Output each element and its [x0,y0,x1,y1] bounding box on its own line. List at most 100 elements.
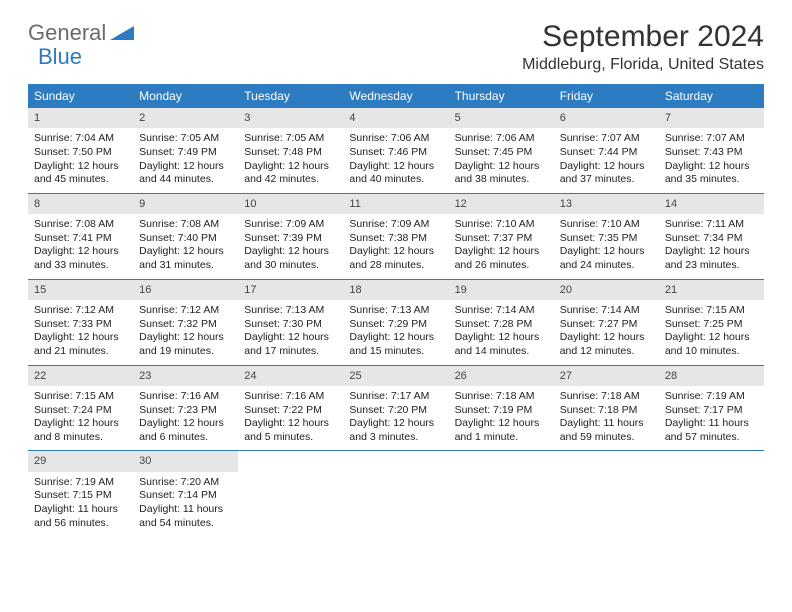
day-line-d1: Daylight: 12 hours [349,417,442,431]
day-cell: 2Sunrise: 7:05 AMSunset: 7:49 PMDaylight… [133,108,238,193]
day-number: 22 [28,366,133,386]
day-cell [449,451,554,536]
day-line-d2: and 37 minutes. [560,173,653,187]
day-line-ss: Sunset: 7:45 PM [455,146,548,160]
day-cell: 30Sunrise: 7:20 AMSunset: 7:14 PMDayligh… [133,451,238,536]
day-line-ss: Sunset: 7:32 PM [139,318,232,332]
day-line-ss: Sunset: 7:18 PM [560,404,653,418]
weeks-container: 1Sunrise: 7:04 AMSunset: 7:50 PMDaylight… [28,108,764,536]
day-cell: 17Sunrise: 7:13 AMSunset: 7:30 PMDayligh… [238,280,343,365]
day-line-sr: Sunrise: 7:11 AM [665,218,758,232]
day-cell: 12Sunrise: 7:10 AMSunset: 7:37 PMDayligh… [449,194,554,279]
day-line-sr: Sunrise: 7:09 AM [349,218,442,232]
day-line-d1: Daylight: 12 hours [455,417,548,431]
day-line-d2: and 10 minutes. [665,345,758,359]
day-line-ss: Sunset: 7:41 PM [34,232,127,246]
day-body: Sunrise: 7:10 AMSunset: 7:35 PMDaylight:… [554,214,659,279]
day-header: Thursday [449,84,554,108]
day-line-d2: and 23 minutes. [665,259,758,273]
day-line-d1: Daylight: 12 hours [349,331,442,345]
day-line-sr: Sunrise: 7:08 AM [139,218,232,232]
day-line-sr: Sunrise: 7:12 AM [34,304,127,318]
day-line-d2: and 3 minutes. [349,431,442,445]
day-number: 27 [554,366,659,386]
day-body: Sunrise: 7:12 AMSunset: 7:33 PMDaylight:… [28,300,133,365]
day-body: Sunrise: 7:06 AMSunset: 7:46 PMDaylight:… [343,128,448,193]
day-body: Sunrise: 7:13 AMSunset: 7:30 PMDaylight:… [238,300,343,365]
day-line-d1: Daylight: 12 hours [34,331,127,345]
day-body: Sunrise: 7:05 AMSunset: 7:49 PMDaylight:… [133,128,238,193]
day-body: Sunrise: 7:16 AMSunset: 7:22 PMDaylight:… [238,386,343,451]
day-line-sr: Sunrise: 7:04 AM [34,132,127,146]
day-line-d1: Daylight: 12 hours [455,160,548,174]
day-cell: 20Sunrise: 7:14 AMSunset: 7:27 PMDayligh… [554,280,659,365]
day-line-ss: Sunset: 7:39 PM [244,232,337,246]
day-line-d1: Daylight: 11 hours [34,503,127,517]
day-number: 19 [449,280,554,300]
day-line-sr: Sunrise: 7:16 AM [244,390,337,404]
day-header: Saturday [659,84,764,108]
day-body: Sunrise: 7:19 AMSunset: 7:17 PMDaylight:… [659,386,764,451]
day-number: 15 [28,280,133,300]
day-line-ss: Sunset: 7:48 PM [244,146,337,160]
day-line-sr: Sunrise: 7:05 AM [244,132,337,146]
day-line-d2: and 1 minute. [455,431,548,445]
day-line-sr: Sunrise: 7:10 AM [560,218,653,232]
day-body: Sunrise: 7:12 AMSunset: 7:32 PMDaylight:… [133,300,238,365]
week-row: 29Sunrise: 7:19 AMSunset: 7:15 PMDayligh… [28,451,764,536]
day-cell: 28Sunrise: 7:19 AMSunset: 7:17 PMDayligh… [659,366,764,451]
day-line-d2: and 57 minutes. [665,431,758,445]
day-line-d2: and 38 minutes. [455,173,548,187]
day-line-d2: and 35 minutes. [665,173,758,187]
day-body: Sunrise: 7:08 AMSunset: 7:40 PMDaylight:… [133,214,238,279]
day-line-d2: and 45 minutes. [34,173,127,187]
day-line-ss: Sunset: 7:19 PM [455,404,548,418]
day-body: Sunrise: 7:07 AMSunset: 7:44 PMDaylight:… [554,128,659,193]
day-line-d2: and 21 minutes. [34,345,127,359]
day-line-d1: Daylight: 12 hours [560,160,653,174]
day-line-d1: Daylight: 12 hours [34,417,127,431]
day-line-d1: Daylight: 12 hours [139,331,232,345]
day-body: Sunrise: 7:17 AMSunset: 7:20 PMDaylight:… [343,386,448,451]
day-cell [343,451,448,536]
day-line-d1: Daylight: 11 hours [560,417,653,431]
day-header: Tuesday [238,84,343,108]
day-line-sr: Sunrise: 7:09 AM [244,218,337,232]
day-cell: 22Sunrise: 7:15 AMSunset: 7:24 PMDayligh… [28,366,133,451]
day-line-d2: and 14 minutes. [455,345,548,359]
day-line-ss: Sunset: 7:44 PM [560,146,653,160]
day-cell: 5Sunrise: 7:06 AMSunset: 7:45 PMDaylight… [449,108,554,193]
day-body: Sunrise: 7:07 AMSunset: 7:43 PMDaylight:… [659,128,764,193]
day-header: Monday [133,84,238,108]
week-row: 22Sunrise: 7:15 AMSunset: 7:24 PMDayligh… [28,366,764,452]
day-line-ss: Sunset: 7:23 PM [139,404,232,418]
day-body: Sunrise: 7:10 AMSunset: 7:37 PMDaylight:… [449,214,554,279]
day-number: 17 [238,280,343,300]
day-body: Sunrise: 7:14 AMSunset: 7:28 PMDaylight:… [449,300,554,365]
day-cell: 1Sunrise: 7:04 AMSunset: 7:50 PMDaylight… [28,108,133,193]
day-line-ss: Sunset: 7:35 PM [560,232,653,246]
day-cell: 15Sunrise: 7:12 AMSunset: 7:33 PMDayligh… [28,280,133,365]
day-line-ss: Sunset: 7:33 PM [34,318,127,332]
day-body: Sunrise: 7:15 AMSunset: 7:25 PMDaylight:… [659,300,764,365]
day-line-d1: Daylight: 12 hours [244,160,337,174]
day-line-sr: Sunrise: 7:19 AM [665,390,758,404]
day-line-d1: Daylight: 11 hours [139,503,232,517]
day-line-ss: Sunset: 7:14 PM [139,489,232,503]
day-line-d2: and 26 minutes. [455,259,548,273]
day-body: Sunrise: 7:06 AMSunset: 7:45 PMDaylight:… [449,128,554,193]
day-number: 11 [343,194,448,214]
day-number: 7 [659,108,764,128]
day-line-ss: Sunset: 7:20 PM [349,404,442,418]
day-line-sr: Sunrise: 7:08 AM [34,218,127,232]
day-header: Friday [554,84,659,108]
day-number: 10 [238,194,343,214]
day-line-d2: and 40 minutes. [349,173,442,187]
day-cell: 16Sunrise: 7:12 AMSunset: 7:32 PMDayligh… [133,280,238,365]
day-cell [238,451,343,536]
day-cell [554,451,659,536]
day-cell: 24Sunrise: 7:16 AMSunset: 7:22 PMDayligh… [238,366,343,451]
day-line-d2: and 28 minutes. [349,259,442,273]
day-cell: 25Sunrise: 7:17 AMSunset: 7:20 PMDayligh… [343,366,448,451]
day-line-sr: Sunrise: 7:17 AM [349,390,442,404]
